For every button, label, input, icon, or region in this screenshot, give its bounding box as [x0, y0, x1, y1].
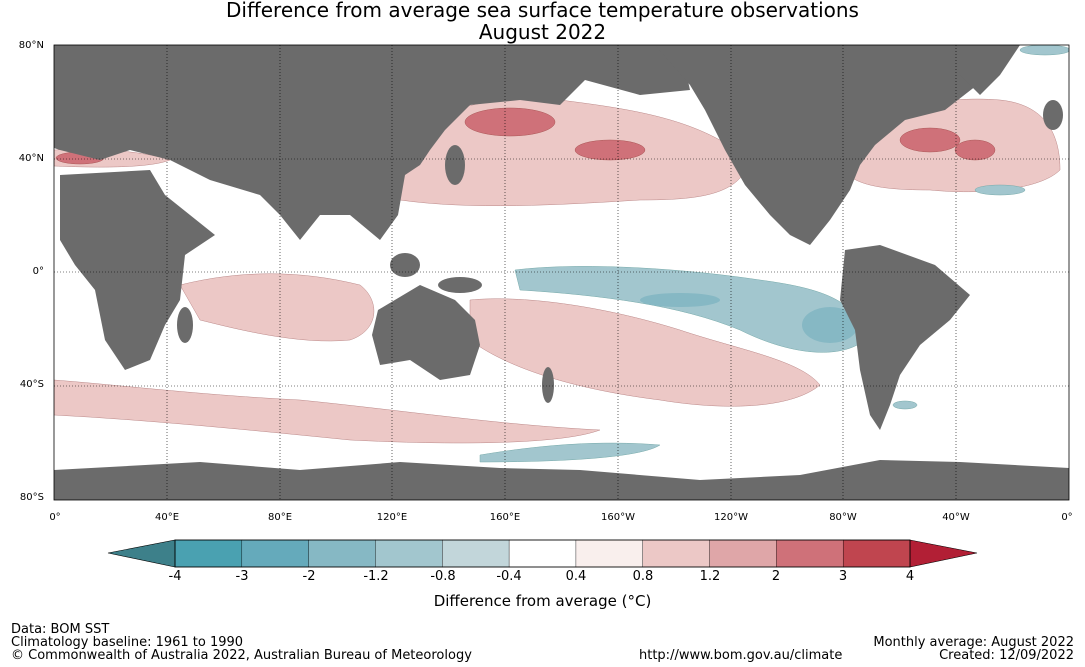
southern-ocean-cool-band — [479, 442, 661, 463]
period-note: Monthly average: August 2022 — [873, 635, 1074, 650]
colorbar-segment — [842, 539, 911, 568]
eastern-pacific-cool-core — [802, 307, 858, 343]
created-date: Created: 12/09/2022 — [939, 648, 1074, 663]
gulf-stream-hotspot — [899, 127, 961, 153]
land-madagascar — [177, 307, 193, 343]
land-masses — [54, 45, 1069, 500]
colorbar-tick-label: -1.2 — [363, 569, 389, 584]
colorbar-tick-label: -2 — [302, 569, 316, 584]
land-antarctica — [54, 460, 1069, 500]
colorbar-tick-label: 3 — [838, 569, 848, 584]
land-new-guinea — [438, 277, 482, 293]
colorbar-tick-label: -0.4 — [496, 569, 522, 584]
land-south-america — [840, 245, 970, 430]
colorbar-segments — [174, 539, 911, 568]
land-australia — [372, 285, 480, 380]
map-frame — [53, 44, 1070, 501]
south-pacific-warm-band — [469, 298, 821, 407]
lon-label-0: 0° — [49, 512, 61, 523]
south-atlantic-cool-patch — [974, 184, 1026, 196]
lon-label-80e: 80°E — [267, 512, 293, 523]
labrador-hotspot — [954, 139, 996, 161]
lon-label-160w: 160°W — [601, 512, 635, 523]
land-british-isles — [1043, 100, 1063, 130]
land-eurasia — [54, 45, 690, 240]
greenland-cool-patch — [1019, 45, 1069, 56]
indian-ocean-warm-band — [179, 273, 375, 342]
lat-label-80s: 80°S — [19, 492, 44, 503]
lon-label-40e: 40°E — [154, 512, 180, 523]
lon-label-40w: 40°W — [942, 512, 970, 523]
land-borneo — [390, 253, 420, 277]
colorbar-segment — [575, 539, 644, 568]
land-greenland — [950, 45, 1020, 95]
land-africa — [60, 170, 215, 370]
north-pacific-hotspot — [574, 139, 646, 161]
colorbar-tick-label: 1.2 — [699, 569, 721, 584]
colorbar-segment — [642, 539, 711, 568]
colorbar-tick-label: 4 — [905, 569, 915, 584]
colorbar-frame — [174, 539, 911, 568]
map-title: Difference from average sea surface temp… — [226, 0, 859, 22]
central-pacific-cool-core — [640, 293, 720, 307]
colorbar-tick-label: -0.8 — [430, 569, 456, 584]
strong-warm-cores — [55, 94, 996, 165]
colorbar — [107, 539, 978, 568]
land-japan — [445, 145, 465, 185]
baseline-note: Climatology baseline: 1961 to 1990 — [11, 635, 244, 650]
colorbar-segment — [442, 539, 510, 568]
colorbar-tick-label: 0.4 — [565, 569, 587, 584]
lon-label-160e: 160°E — [489, 512, 521, 523]
map-subtitle: August 2022 — [478, 20, 607, 44]
source-url: http://www.bom.gov.au/climate — [639, 648, 843, 663]
colorbar-segment — [375, 539, 443, 568]
lon-label-80w: 80°W — [829, 512, 857, 523]
colorbar-segment — [174, 539, 243, 568]
lon-label-120w: 120°W — [714, 512, 748, 523]
lat-label-40n: 40°N — [18, 153, 44, 164]
land-new-zealand — [542, 367, 554, 403]
colorbar-segment — [776, 539, 844, 568]
patagonia-cool-patch — [892, 400, 918, 410]
southern-ocean-warm-band — [54, 379, 601, 444]
colorbar-tick-label: 0.8 — [632, 569, 654, 584]
kuroshio-hotspot — [464, 107, 556, 137]
copyright-note: © Commonwealth of Australia 2022, Austra… — [11, 648, 472, 663]
land-north-america — [655, 45, 1000, 245]
colorbar-tick-label: 2 — [771, 569, 781, 584]
strong-cool-cores — [640, 293, 858, 343]
colorbar-segment — [241, 539, 310, 568]
colorbar-title: Difference from average (°C) — [433, 592, 652, 610]
lat-label-80n: 80°N — [18, 40, 44, 51]
colorbar-segment — [308, 539, 376, 568]
graticule — [54, 45, 1069, 500]
colorbar-extend-low — [107, 539, 176, 568]
lon-label-0-east: 0° — [1061, 512, 1073, 523]
lat-label-40s: 40°S — [19, 379, 44, 390]
colorbar-tick-label: -3 — [235, 569, 249, 584]
colorbar-extend-high — [909, 539, 978, 568]
colorbar-segment — [508, 539, 577, 568]
data-source-note: Data: BOM SST — [11, 622, 110, 637]
lon-label-120e: 120°E — [376, 512, 408, 523]
colorbar-segment — [709, 539, 777, 568]
colorbar-tick-label: -4 — [168, 569, 182, 584]
sst-anomaly-map — [53, 44, 1070, 501]
lat-label-0: 0° — [32, 266, 44, 277]
